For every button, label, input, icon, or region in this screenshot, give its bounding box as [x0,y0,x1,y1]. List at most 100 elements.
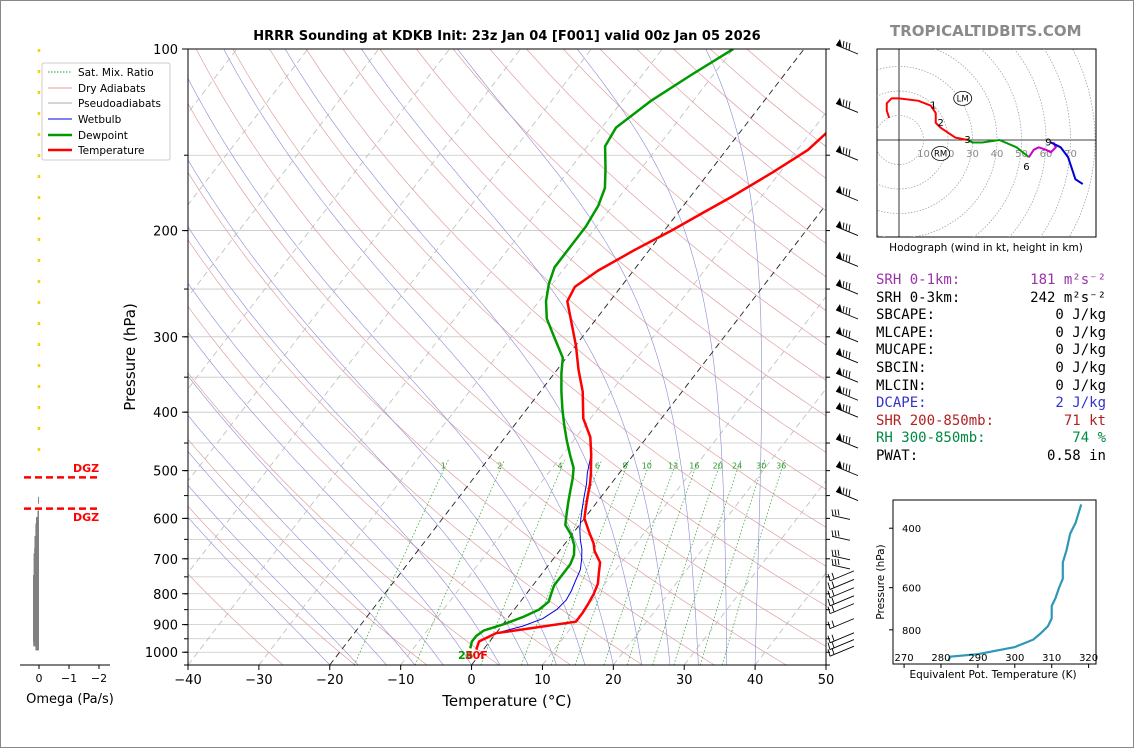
dry-adiabat [526,49,826,312]
omega-bar [33,558,39,566]
rm-label: RM [934,149,947,159]
theta-e-plot [947,504,1083,662]
parameter-value: 74 % [1072,430,1106,447]
dry-adiabat [188,102,787,665]
dry-adiabat [188,372,499,665]
theta-e-y-label: Pressure (hPa) [875,544,887,619]
hodograph-height-label: 2 [937,118,943,129]
parameter-label: MLCIN: [876,377,927,394]
theta-e-x-tick-label: 270 [895,653,914,664]
omega-bar [32,609,39,617]
series-temperature-line [475,131,826,650]
wind-barb [827,603,855,615]
mixing-ratio-label: 8 [622,462,627,471]
lm-label: LM [957,94,969,104]
hodograph-caption: Hodograph (wind in kt, height in km) [889,242,1083,254]
omega-bar [32,622,39,630]
parameter-row: PWAT: 0.58 in [876,448,1106,466]
omega-bar [32,585,39,593]
legend: Sat. Mix. Ratio Dry Adiabats Pseudoadiab… [41,62,171,161]
wind-barb [831,509,851,520]
pseudoadiabat [576,49,728,665]
hodograph-height-label: 9 [1045,137,1051,148]
hodograph-ring-label: 70 [1064,149,1077,160]
omega-bar [35,643,39,651]
dgz-top-label: DGZ [73,462,99,475]
x-tick-label: 10 [534,673,551,688]
parameter-value: 0 J/kg [1055,324,1106,341]
mixing-ratio-label: 6 [595,462,600,471]
mixing-ratio-line [414,459,505,665]
mixing-ratio-line [353,459,449,665]
wind-barb [827,579,855,590]
y-tick-label: 900 [153,619,178,634]
parameter-value: 0 J/kg [1055,377,1106,394]
omega-bar [32,604,39,612]
y-tick-label: 100 [153,43,178,58]
pseudoadiabat [188,375,444,665]
omega-x-ticks: 0 −1 −2 [36,665,107,685]
theta-e-line [947,504,1083,662]
parameter-value: 0 J/kg [1055,342,1106,359]
mixing-ratio-labels: 1 2 4 6 8 10 13 16 20 24 30 36 [441,462,786,471]
chart-title: HRRR Sounding at KDKB Init: 23z Jan 04 [… [253,29,760,44]
hodograph-ring [1068,49,1096,237]
y-tick-label: 1000 [145,646,178,661]
parameter-label: MUCAPE: [876,342,936,359]
theta-e-x-tick-label: 280 [931,653,950,664]
wind-barb [827,632,855,644]
wind-barb [835,97,859,113]
mixing-ratio-line [721,459,786,665]
omega-bar [32,631,39,639]
omega-bar [33,553,39,561]
parameter-label: SBCIN: [876,359,927,376]
x-tick-label: −10 [387,673,414,688]
mixing-ratio-line [626,459,699,665]
pseudoadiabat [188,516,331,665]
theta-e-frame [892,499,1097,665]
wind-barb [831,549,851,561]
brand-watermark: TROPICALTIDBITS.COM [890,22,1082,40]
parameter-row: SRH 0-3km: 242 m²s⁻² [876,290,1106,308]
isotherm [188,49,663,665]
surface-dewpoint-label: 26 [458,649,474,662]
lm-marker [953,90,973,106]
profile-series [469,49,826,650]
omega-tick-label: 0 [36,672,43,685]
wind-barb [835,347,859,364]
dry-adiabat [379,49,826,453]
parameter-row: SHR 200-850mb: 71 kt [876,413,1106,431]
hodograph-frame [876,48,1097,238]
isotherm [329,49,805,665]
x-tick-label: −20 [316,673,343,688]
rm-marker [931,146,951,161]
wind-barb [835,39,859,55]
wind-barb [835,485,859,502]
omega-bar [32,575,39,583]
theta-e-x-tick-label: 320 [1079,653,1098,664]
omega-bar [33,564,39,572]
omega-bar [32,580,39,588]
mixing-ratio-label: 24 [732,462,742,471]
theta-e-y-tick-label: 600 [902,584,921,595]
omega-bar [32,618,39,626]
parameter-label: SRH 0-3km: [876,289,961,306]
hodograph-ring-label: 50 [1015,149,1028,160]
pseudoadiabat [188,414,416,665]
dry-adiabat [452,49,826,381]
mixing-ratio-line [699,459,766,665]
dry-adiabats [188,49,826,665]
parameter-row: RH 300-850mb: 74 % [876,430,1106,448]
x-tick-label: 0 [467,673,475,688]
x-tick-label: 40 [747,673,764,688]
pseudoadiabat [188,331,472,665]
mixing-ratio-label: 1 [441,462,446,471]
omega-bar [34,541,39,549]
parameter-value: 0 J/kg [1055,307,1106,324]
parameter-label: RH 300-850mb: [876,430,986,447]
pressure-gridlines [188,49,826,665]
parameter-value: 181 m²s⁻² [1030,272,1106,288]
hodograph-ring-label: 60 [1040,149,1053,160]
y-axis-label: Pressure (hPa) [121,303,139,411]
theta-e-x-tick-label: 310 [1042,653,1061,664]
